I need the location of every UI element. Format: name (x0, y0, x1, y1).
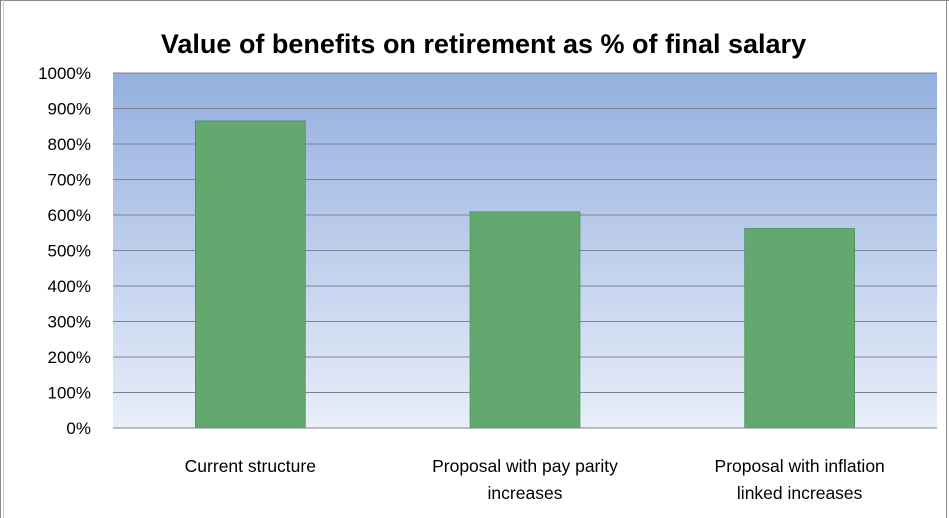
y-tick-label: 600% (48, 206, 91, 225)
bar (469, 211, 581, 429)
bar (744, 228, 856, 429)
y-tick-label: 1000% (38, 64, 91, 83)
y-tick-label: 700% (48, 171, 91, 190)
y-tick-label: 400% (48, 277, 91, 296)
x-category-label: linked increases (737, 483, 863, 503)
y-tick-label: 900% (48, 100, 91, 119)
y-tick-labels: 0% 100% 200% 300% 400% 500% 600% 700% 800% 900% 10… (38, 64, 91, 438)
x-category-labels: Current structure Proposal with pay parit… (185, 456, 885, 503)
y-tick-label: 500% (48, 242, 91, 261)
x-category-label: Proposal with pay parity (432, 456, 618, 476)
y-tick-label: 0% (66, 419, 91, 438)
frame-edge-right (946, 0, 947, 518)
bar (194, 120, 306, 429)
chart-title: Value of benefits on retirement as % of … (160, 29, 807, 59)
y-tick-label: 200% (48, 348, 91, 367)
x-category-label: Proposal with inflation (715, 456, 885, 476)
frame-edge (3, 0, 4, 518)
y-tick-label: 800% (48, 135, 91, 154)
x-category-label: Current structure (185, 456, 316, 476)
y-tick-label: 300% (48, 313, 91, 332)
bars (194, 120, 856, 429)
x-category-label: increases (488, 483, 563, 503)
y-tick-label: 100% (48, 384, 91, 403)
